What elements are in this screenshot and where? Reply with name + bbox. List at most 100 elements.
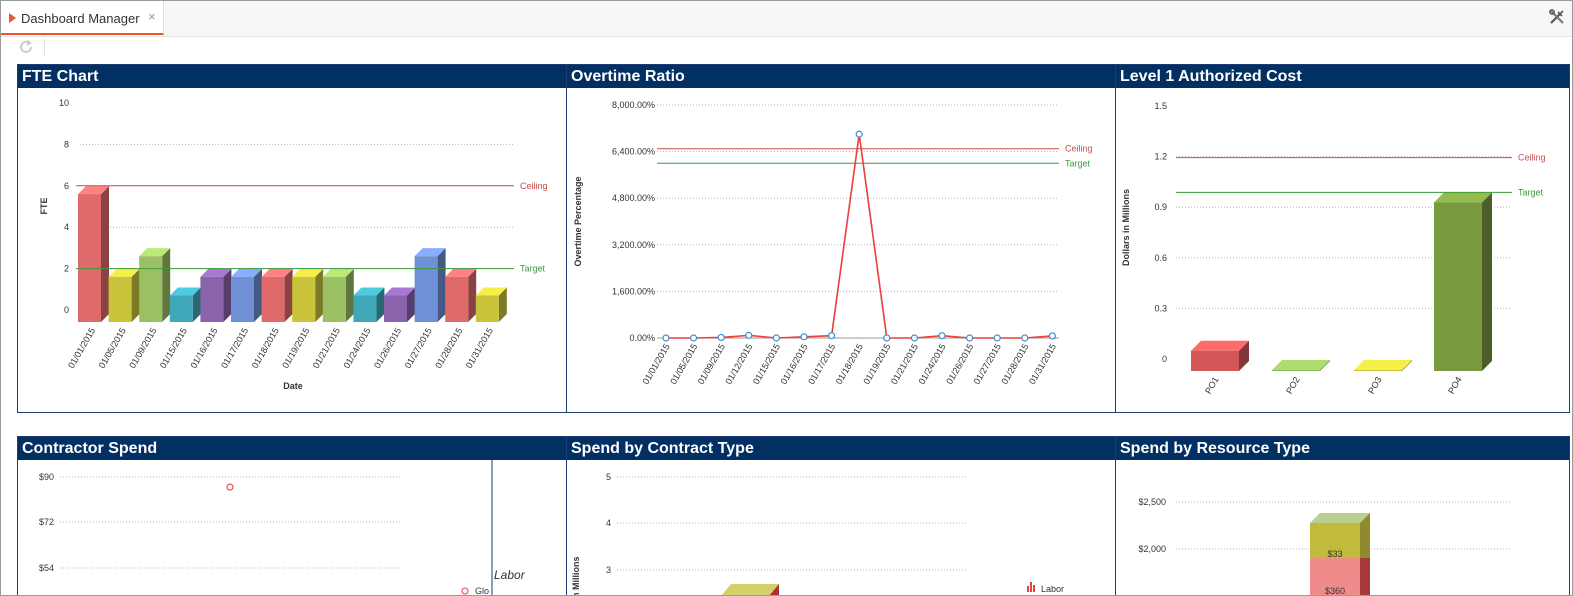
bar-top <box>78 186 109 195</box>
legend-swatch <box>1030 582 1032 592</box>
x-tick-label: 01/21/2015 <box>889 342 920 386</box>
bar-side <box>223 268 232 322</box>
bar-side <box>1320 360 1330 371</box>
x-tick-label: 01/18/2015 <box>834 342 865 386</box>
y-tick-label: 1.2 <box>1154 152 1167 162</box>
bar-side <box>1239 340 1249 371</box>
y-tick-label: $90 <box>39 472 54 482</box>
x-tick-label: 01/16/2015 <box>779 342 810 386</box>
bar <box>78 194 101 322</box>
bar <box>414 256 438 322</box>
panel-title: FTE Chart <box>18 65 566 88</box>
bar-top <box>414 248 446 257</box>
ceiling-label: Ceiling <box>1518 153 1546 163</box>
bar-top <box>721 584 779 595</box>
y-tick-label: 10 <box>59 98 69 108</box>
bar-top <box>139 248 171 257</box>
x-tick-label: 01/19/2015 <box>861 342 892 386</box>
legend-title: Labor <box>494 568 526 582</box>
data-point <box>1021 334 1029 342</box>
target-label: Target <box>520 264 546 274</box>
x-tick-label: 01/26/2015 <box>372 326 403 370</box>
ceiling-label: Ceiling <box>1065 144 1093 154</box>
bar <box>1434 202 1482 371</box>
x-tick-label: 01/09/2015 <box>127 326 158 370</box>
bar-top <box>1434 192 1492 203</box>
overtime-chart: 8,000.00% 6,400.00% 4,800.00% 3,200.00% 1,60… <box>573 100 1093 386</box>
bar <box>108 276 132 322</box>
bar-side <box>254 268 262 322</box>
y-axis-title: Dollars in Millions <box>1121 189 1131 266</box>
x-tick-label: PO4 <box>1446 375 1464 396</box>
panel-title: Spend by Resource Type <box>1116 437 1569 460</box>
tab-bar: Dashboard Manager × <box>1 1 1572 37</box>
y-tick-label: 0.00% <box>629 333 655 343</box>
x-tick-label: 01/05/2015 <box>97 326 128 370</box>
legend-marker <box>461 587 469 595</box>
y-tick-label: 4,800.00% <box>612 193 655 203</box>
spend-contract-type-chart: 5 4 3 n Millions Labor <box>571 472 1064 595</box>
bar-top <box>445 268 477 277</box>
bar-top <box>1191 340 1249 351</box>
x-tick-label: 01/27/2015 <box>972 342 1003 386</box>
y-tick-label: 0.3 <box>1154 303 1167 313</box>
toolbar-separator <box>44 39 45 56</box>
bar <box>169 295 193 322</box>
x-tick-label: 01/15/2015 <box>158 326 189 370</box>
bar-top <box>169 287 201 296</box>
tools-icon[interactable] <box>1548 8 1566 26</box>
y-tick-label: $2,000 <box>1138 544 1166 554</box>
data-point <box>800 333 808 341</box>
y-tick-label: 2 <box>64 264 69 274</box>
data-point <box>883 334 891 342</box>
target-label: Target <box>1065 158 1091 168</box>
bar <box>445 276 469 322</box>
series-line <box>666 134 1053 339</box>
data-point <box>966 334 974 342</box>
bar <box>1272 370 1320 371</box>
bar-top <box>384 287 415 296</box>
y-tick-label: 4 <box>64 222 69 232</box>
legend-swatch <box>1033 585 1035 592</box>
y-tick-label: 0 <box>1162 354 1167 364</box>
x-tick-label: 01/31/2015 <box>1027 342 1058 386</box>
bar-side <box>498 287 507 322</box>
bar-top <box>322 268 354 277</box>
data-point <box>745 331 753 339</box>
bar-side <box>407 287 415 322</box>
x-tick-label: 01/09/2015 <box>696 342 727 386</box>
x-tick-label: 01/01/2015 <box>66 326 97 370</box>
fte-chart-panel: FTE Chart 10 8 6 4 2 0 FTE 01/01/2015 01/05/2015… <box>17 64 567 413</box>
panel-title: Spend by Contract Type <box>567 437 1115 460</box>
spend-resource-type-chart: $2,500 $2,000 $33 $360 <box>1138 497 1512 596</box>
tab-dashboard-manager[interactable]: Dashboard Manager × <box>1 1 164 35</box>
x-tick-label: 01/28/2015 <box>433 326 464 370</box>
bar-top <box>261 268 293 277</box>
data-point <box>717 333 725 342</box>
bar-top <box>292 268 324 277</box>
x-tick-label: 01/27/2015 <box>403 326 434 370</box>
bar <box>139 256 163 322</box>
refresh-icon[interactable] <box>18 39 34 55</box>
bar <box>353 295 377 322</box>
l1-cost-chart: 1.5 1.2 0.9 0.6 0.3 0 Dollars in Millions PO1 PO… <box>1121 101 1546 396</box>
y-tick-label: 6,400.00% <box>612 147 655 157</box>
data-label: $360 <box>1325 586 1345 596</box>
l1-cost-panel: Level 1 Authorized Cost 1.5 1.2 0.9 0.6 0.3 0… <box>1115 64 1570 413</box>
bar <box>261 276 285 322</box>
x-tick-label: 01/28/2015 <box>999 342 1030 386</box>
x-tick-label: 01/01/2015 <box>641 342 672 386</box>
tab-close-icon[interactable]: × <box>148 9 156 24</box>
bar-segment <box>1310 558 1360 595</box>
x-tick-label: 01/21/2015 <box>311 326 342 370</box>
y-tick-label: 1.5 <box>1154 101 1167 111</box>
y-tick-label: 4 <box>606 518 611 528</box>
spend-resource-type-panel: Spend by Resource Type $2,500 $2,000 $33 $3… <box>1115 436 1570 596</box>
y-tick-label: 0.9 <box>1154 202 1167 212</box>
y-tick-label: 0 <box>64 305 69 315</box>
x-tick-label: 01/19/2015 <box>280 326 311 370</box>
spend-contract-type-panel: Spend by Contract Type 5 4 3 n Millions Labo… <box>566 436 1116 595</box>
y-tick-label: $72 <box>39 517 54 527</box>
x-tick-label: 01/24/2015 <box>917 342 948 386</box>
